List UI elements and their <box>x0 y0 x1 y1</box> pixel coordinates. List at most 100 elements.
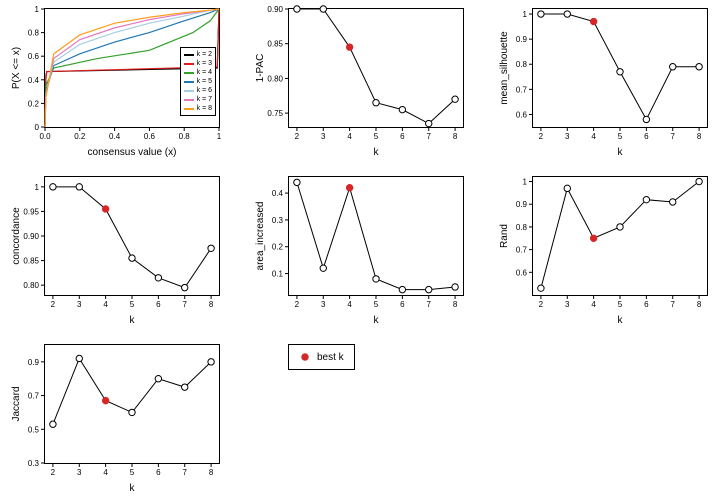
svg-text:0.8: 0.8 <box>516 60 528 69</box>
svg-text:k: k <box>618 147 624 158</box>
svg-text:2: 2 <box>51 468 56 477</box>
svg-text:2: 2 <box>539 300 544 309</box>
svg-text:0.90: 0.90 <box>267 5 283 14</box>
svg-text:6: 6 <box>644 132 649 141</box>
svg-text:1: 1 <box>35 5 40 14</box>
svg-text:1: 1 <box>523 10 528 19</box>
svg-text:2: 2 <box>295 300 300 309</box>
legend-row: k = 3 <box>184 59 212 68</box>
svg-text:1: 1 <box>35 183 40 192</box>
svg-text:k: k <box>130 315 136 326</box>
svg-text:8: 8 <box>209 300 214 309</box>
svg-text:0.0: 0.0 <box>39 132 51 141</box>
svg-text:0.4: 0.4 <box>109 132 121 141</box>
svg-text:8: 8 <box>697 132 702 141</box>
svg-text:k: k <box>374 147 380 158</box>
svg-text:0.6: 0.6 <box>144 132 156 141</box>
svg-text:0.6: 0.6 <box>516 268 528 277</box>
svg-text:0.2: 0.2 <box>74 132 86 141</box>
svg-text:7: 7 <box>427 132 432 141</box>
legend-row: k = 7 <box>184 95 212 104</box>
svg-text:k: k <box>374 315 380 326</box>
svg-text:7: 7 <box>671 300 676 309</box>
svg-text:0.6: 0.6 <box>28 52 40 61</box>
legend-swatch <box>184 90 194 92</box>
svg-text:3: 3 <box>565 300 570 309</box>
svg-text:5: 5 <box>618 300 623 309</box>
svg-text:0.90: 0.90 <box>23 232 39 241</box>
svg-text:mean_silhouette: mean_silhouette <box>499 31 510 105</box>
svg-text:consensus value (x): consensus value (x) <box>88 147 177 158</box>
legend-label: k = 7 <box>197 95 212 104</box>
svg-text:0.1: 0.1 <box>272 270 284 279</box>
svg-text:4: 4 <box>591 300 596 309</box>
svg-text:5: 5 <box>618 132 623 141</box>
legend-label: k = 5 <box>197 77 212 86</box>
svg-text:0.8: 0.8 <box>28 29 40 38</box>
best-k-icon <box>299 351 311 363</box>
legend-label: k = 4 <box>197 68 212 77</box>
svg-text:area_increased: area_increased <box>255 202 266 271</box>
chart-grid: 0.0 0.2 0.4 0.6 0.8 1 0 0.2 0.4 0.6 0.8 1 consensus … <box>0 0 720 504</box>
svg-text:4: 4 <box>103 300 108 309</box>
svg-text:0.9: 0.9 <box>28 358 40 367</box>
svg-text:0.75: 0.75 <box>267 109 283 118</box>
svg-text:7: 7 <box>671 132 676 141</box>
legend-row: k = 5 <box>184 77 212 86</box>
svg-text:0.9: 0.9 <box>516 35 528 44</box>
svg-text:0.6: 0.6 <box>516 110 528 119</box>
svg-text:P(X <= x): P(X <= x) <box>11 47 22 89</box>
best-k-legend: best k <box>288 344 355 370</box>
legend-row: k = 6 <box>184 86 212 95</box>
svg-text:8: 8 <box>453 132 458 141</box>
svg-text:1: 1 <box>217 132 222 141</box>
area_increased-panel: 23456780.10.20.30.4karea_increased <box>288 176 464 296</box>
svg-text:0.8: 0.8 <box>179 132 191 141</box>
svg-text:4: 4 <box>347 132 352 141</box>
svg-text:5: 5 <box>130 300 135 309</box>
svg-text:0.4: 0.4 <box>272 189 284 198</box>
svg-text:3: 3 <box>321 132 326 141</box>
legend-row: k = 4 <box>184 68 212 77</box>
best-k-label: best k <box>317 352 344 363</box>
svg-text:5: 5 <box>374 132 379 141</box>
svg-text:4: 4 <box>103 468 108 477</box>
legend-label: k = 6 <box>197 86 212 95</box>
svg-text:0.5: 0.5 <box>28 425 40 434</box>
legend-swatch <box>184 81 194 83</box>
svg-text:0.85: 0.85 <box>267 40 283 49</box>
svg-text:0.3: 0.3 <box>28 459 40 468</box>
rand-panel: 23456780.60.70.80.91kRand <box>532 176 708 296</box>
svg-text:1: 1 <box>523 178 528 187</box>
svg-text:6: 6 <box>644 300 649 309</box>
svg-text:3: 3 <box>77 300 82 309</box>
legend-swatch <box>184 72 194 74</box>
svg-text:Jaccard: Jaccard <box>11 386 22 421</box>
svg-text:2: 2 <box>51 300 56 309</box>
svg-text:5: 5 <box>130 468 135 477</box>
legend-swatch <box>184 108 194 110</box>
svg-text:2: 2 <box>295 132 300 141</box>
legend-swatch <box>184 99 194 101</box>
jaccard-panel: 23456780.30.50.70.9kJaccard <box>44 344 220 464</box>
svg-text:6: 6 <box>400 132 405 141</box>
svg-text:6: 6 <box>400 300 405 309</box>
legend-label: k = 3 <box>197 59 212 68</box>
legend-swatch <box>184 54 194 56</box>
svg-text:0.95: 0.95 <box>23 207 39 216</box>
legend-label: k = 8 <box>197 104 212 113</box>
svg-text:8: 8 <box>209 468 214 477</box>
svg-text:0.7: 0.7 <box>516 246 528 255</box>
legend-row: k = 2 <box>184 50 212 59</box>
svg-text:0.7: 0.7 <box>516 85 528 94</box>
svg-text:8: 8 <box>453 300 458 309</box>
svg-text:0.9: 0.9 <box>516 200 528 209</box>
svg-text:3: 3 <box>565 132 570 141</box>
svg-text:0.2: 0.2 <box>28 99 40 108</box>
legend-label: k = 2 <box>197 50 212 59</box>
svg-text:Rand: Rand <box>499 224 510 248</box>
svg-text:0.80: 0.80 <box>23 281 39 290</box>
svg-text:0.2: 0.2 <box>272 243 284 252</box>
svg-text:0: 0 <box>35 123 40 132</box>
svg-text:0.80: 0.80 <box>267 74 283 83</box>
